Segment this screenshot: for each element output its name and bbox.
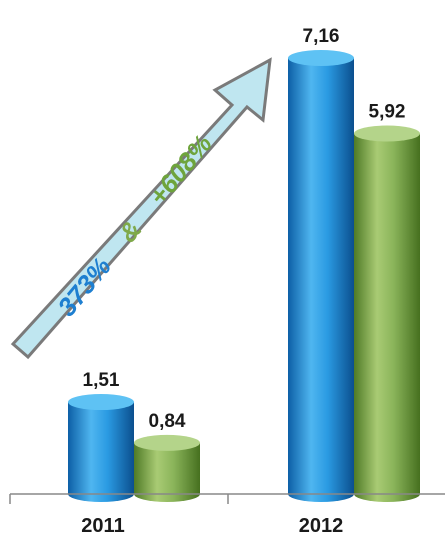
value-label-2012-series-2: 5,92 [369, 102, 406, 123]
bar-cap [354, 125, 420, 142]
bar-cap [134, 434, 200, 451]
growth-arrow: 373% & +608% [10, 57, 272, 360]
bar-body [68, 402, 134, 502]
bar-2011-series-2 [134, 434, 200, 502]
value-labels-layer: 1,51 0,84 7,16 5,92 [83, 26, 406, 432]
value-label-2012-series-1: 7,16 [303, 26, 340, 47]
x-axis [9, 493, 445, 504]
annotation-part-373: 373% [51, 251, 116, 321]
value-label-2011-series-1: 1,51 [83, 370, 120, 391]
bars-layer [68, 50, 420, 503]
bar-body [288, 58, 354, 502]
bar-cap [288, 50, 354, 66]
bar-body [134, 442, 200, 502]
bar-2012-series-1 [288, 50, 354, 502]
bar-body [354, 133, 420, 503]
value-label-2011-series-2: 0,84 [149, 411, 186, 432]
bar-2011-series-1 [68, 394, 134, 502]
x-tick-label-2011: 2011 [81, 515, 124, 537]
growth-arrow-shape [10, 57, 272, 360]
x-tick-label-2012: 2012 [299, 515, 344, 537]
bar-cap [68, 394, 134, 411]
bar-2012-series-2 [354, 125, 420, 503]
x-tick-labels: 2011 2012 [81, 515, 343, 537]
annotation-part-608: +608% [143, 129, 218, 211]
growth-annotation-text: 373% & +608% [51, 129, 218, 322]
